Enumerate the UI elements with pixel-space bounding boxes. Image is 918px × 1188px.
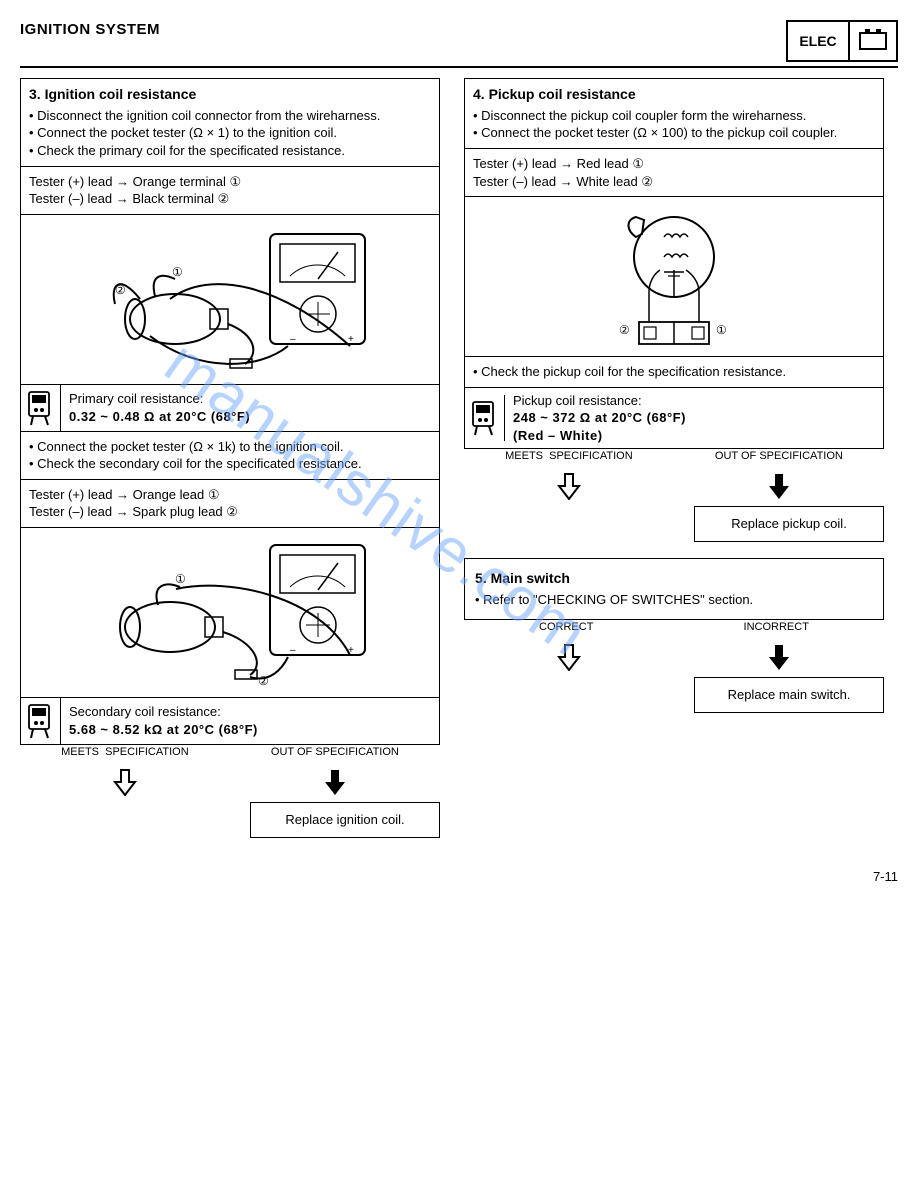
arrow-label-meets: MEETS SPECIFICATION	[61, 745, 189, 760]
header-right: ELEC	[786, 20, 898, 62]
svg-text:–: –	[290, 645, 296, 656]
arrow-label-meets: MEETS SPECIFICATION	[505, 449, 633, 464]
primary-diagram-svg: – + ② ①	[80, 224, 380, 374]
svg-text:①: ①	[716, 323, 727, 337]
replace-main-text: Replace main switch.	[728, 687, 851, 702]
sec3-title: 3. Ignition coil resistance	[29, 85, 431, 104]
tester-icon	[465, 395, 505, 441]
primary-spec: Primary coil resistance: 0.32 ~ 0.48 Ω a…	[21, 385, 439, 432]
pickup-leads: Tester (+) lead → Red lead ① Tester (–) …	[465, 149, 883, 197]
replace-coil-text: Replace ignition coil.	[285, 812, 404, 827]
left-arrows	[20, 768, 440, 796]
right-arrow-labels-1: MEETS SPECIFICATION OUT OF SPECIFICATION	[464, 449, 884, 464]
arrow-label-correct: CORRECT	[539, 620, 593, 635]
pickup-diagram-svg: ② ①	[564, 202, 784, 352]
right-arrows-1	[464, 472, 884, 500]
page-header: IGNITION SYSTEM ELEC	[20, 20, 898, 68]
secondary-spec: Secondary coil resistance: 5.68 ~ 8.52 k…	[21, 698, 439, 744]
pickup-spec: Pickup coil resistance: 248 ~ 372 Ω at 2…	[465, 388, 883, 449]
arrow-open-icon	[113, 768, 137, 796]
right-arrow-labels-2: CORRECT INCORRECT	[464, 620, 884, 635]
arrow-label-out: OUT OF SPECIFICATION	[715, 449, 843, 464]
pickup-spec-label: Pickup coil resistance:	[513, 392, 875, 410]
primary-spec-value: 0.32 ~ 0.48 Ω at 20°C (68°F)	[69, 408, 431, 426]
ignition-coil-box: 3. Ignition coil resistance • Disconnect…	[20, 78, 440, 745]
svg-text:①: ①	[172, 265, 183, 279]
svg-text:②: ②	[619, 323, 630, 337]
secondary-spec-label: Secondary coil resistance:	[69, 703, 431, 721]
sec3-step-1: • Connect the pocket tester (Ω × 1) to t…	[29, 124, 431, 142]
svg-text:+: +	[348, 334, 354, 345]
secondary-intro: • Connect the pocket tester (Ω × 1k) to …	[21, 432, 439, 480]
pickup-coil-box: 4. Pickup coil resistance • Disconnect t…	[464, 78, 884, 449]
sec3-intro: 3. Ignition coil resistance • Disconnect…	[21, 79, 439, 167]
main-switch-box: 5. Main switch • Refer to "CHECKING OF S…	[464, 558, 884, 619]
sec4-title: 4. Pickup coil resistance	[473, 85, 875, 104]
pickup-spec-value: 248 ~ 372 Ω at 20°C (68°F) (Red – White)	[513, 409, 875, 444]
primary-leads: Tester (+) lead → Orange terminal ① Test…	[21, 167, 439, 215]
battery-icon-box	[848, 20, 898, 62]
left-arrow-labels: MEETS SPECIFICATION OUT OF SPECIFICATION	[20, 745, 440, 760]
svg-text:②: ②	[115, 283, 126, 297]
sec3-step-0: • Disconnect the ignition coil connector…	[29, 107, 431, 125]
sec5-title: 5. Main switch	[475, 569, 873, 588]
tester-icon	[21, 385, 61, 431]
sec4-step-1: • Connect the pocket tester (Ω × 100) to…	[473, 124, 875, 142]
arrow-solid-icon	[323, 768, 347, 796]
secondary-leads: Tester (+) lead → Orange lead ① Tester (…	[21, 480, 439, 528]
arrow-open-icon	[557, 643, 581, 671]
left-column: 3. Ignition coil resistance • Disconnect…	[20, 78, 440, 838]
svg-text:②: ②	[258, 674, 269, 687]
arrow-solid-icon	[767, 643, 791, 671]
arrow-label-out: OUT OF SPECIFICATION	[271, 745, 399, 760]
battery-icon	[859, 32, 887, 50]
arrow-solid-icon	[767, 472, 791, 500]
replace-pickup-box: Replace pickup coil.	[694, 506, 884, 542]
primary-diagram: – + ② ①	[21, 215, 439, 385]
secondary-diagram: – + ① ②	[21, 528, 439, 698]
sec4-step-0: • Disconnect the pickup coil coupler for…	[473, 107, 875, 125]
arrow-open-icon	[557, 472, 581, 500]
sec4-intro: 4. Pickup coil resistance • Disconnect t…	[465, 79, 883, 149]
svg-text:–: –	[290, 334, 296, 345]
arrow-label-incorrect: INCORRECT	[744, 620, 809, 635]
replace-coil-box: Replace ignition coil.	[250, 802, 440, 838]
primary-spec-label: Primary coil resistance:	[69, 390, 431, 408]
right-arrows-2	[464, 643, 884, 671]
svg-text:①: ①	[175, 572, 186, 586]
secondary-diagram-svg: – + ① ②	[80, 537, 380, 687]
pickup-diagram: ② ①	[465, 197, 883, 357]
elec-code-box: ELEC	[786, 20, 848, 62]
page-title: IGNITION SYSTEM	[20, 20, 160, 40]
sec3-step-2: • Check the primary coil for the specifi…	[29, 142, 431, 160]
pickup-check: • Check the pickup coil for the specific…	[465, 357, 883, 388]
replace-pickup-text: Replace pickup coil.	[731, 516, 847, 531]
columns: 3. Ignition coil resistance • Disconnect…	[20, 78, 898, 838]
tester-icon	[21, 698, 61, 744]
replace-main-box: Replace main switch.	[694, 677, 884, 713]
sec5-body: • Refer to "CHECKING OF SWITCHES" sectio…	[475, 591, 873, 609]
secondary-spec-value: 5.68 ~ 8.52 kΩ at 20°C (68°F)	[69, 721, 431, 739]
right-column: 4. Pickup coil resistance • Disconnect t…	[464, 78, 884, 838]
page-number: 7-11	[20, 868, 898, 886]
